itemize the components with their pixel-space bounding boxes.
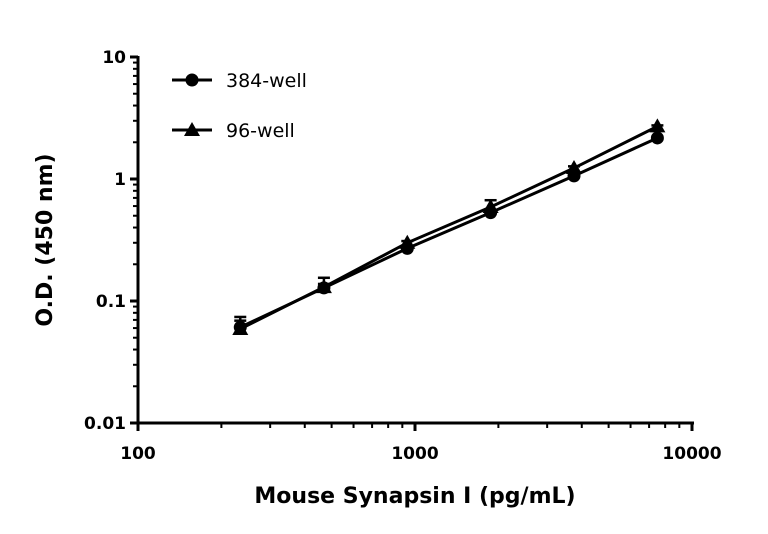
data-point [482, 198, 499, 213]
data-point [650, 131, 664, 145]
legend-label: 384-well [226, 70, 307, 92]
data-point [399, 234, 416, 249]
x-tick-label: 1000 [391, 444, 438, 464]
series-384-well [233, 131, 664, 334]
x-tick-label: 100 [120, 444, 156, 464]
legend-marker-triangle [184, 122, 200, 136]
data-point [649, 118, 666, 133]
y-axis-label: O.D. (450 nm) [33, 153, 58, 326]
legend: 384-well 96-well [172, 70, 307, 142]
series-line [239, 125, 659, 331]
x-tick-label: 10000 [662, 444, 721, 464]
legend-marker-circle [185, 73, 199, 87]
data-point [315, 279, 332, 294]
axes: 100 1000 10000 0.01 0.1 1 10 [84, 48, 722, 464]
y-tick-label: 1 [114, 170, 126, 190]
data-point [566, 160, 583, 175]
data-point [232, 320, 249, 335]
legend-label: 96-well [226, 120, 295, 142]
series-layer [232, 118, 666, 335]
y-tick-label: 0.01 [84, 414, 126, 434]
y-tick-label: 0.1 [96, 292, 126, 312]
y-tick-label: 10 [102, 48, 126, 68]
x-axis-label: Mouse Synapsin I (pg/mL) [254, 484, 575, 509]
series-96-well [232, 118, 666, 335]
